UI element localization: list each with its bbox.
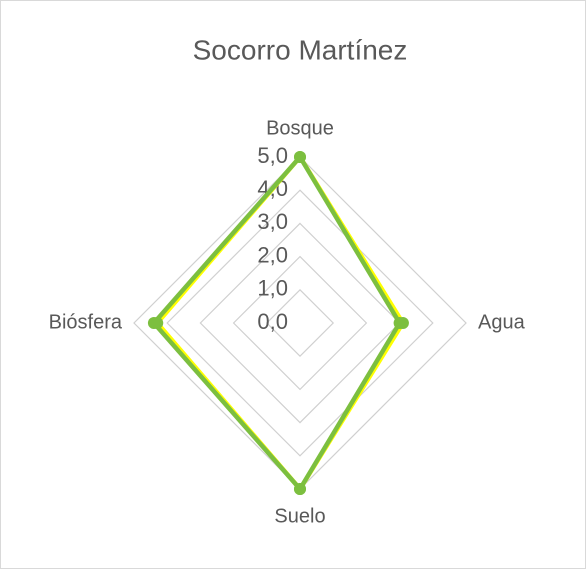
grid-ring [199,222,401,424]
r-tick-label: 1,0 [257,276,288,301]
category-label: Suelo [274,505,325,527]
r-tick-label: 0,0 [257,309,288,334]
chart-title: Socorro Martínez [193,34,408,65]
grid-ring [166,189,434,457]
r-tick-label: 5,0 [257,143,288,168]
grid-ring [265,288,335,358]
r-tick-label: 2,0 [257,242,288,267]
grid-ring [232,255,368,391]
r-tick-label: 3,0 [257,209,288,234]
series-marker [393,317,406,329]
category-label: Agua [478,311,526,333]
series-marker [294,483,306,495]
series-marker [147,317,160,329]
series-marker [294,151,306,163]
category-label: Biósfera [49,311,123,333]
category-label: Bosque [266,117,334,139]
